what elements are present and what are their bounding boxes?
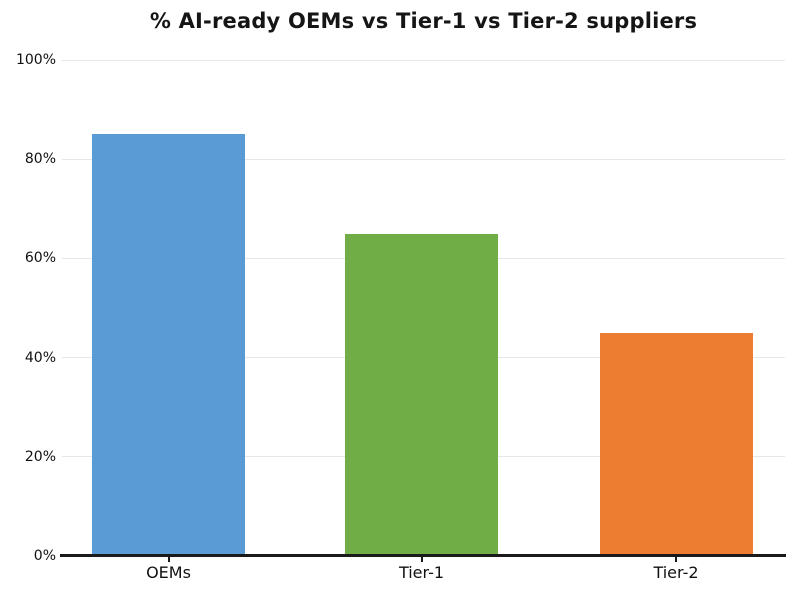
y-tick-label-20: 20%: [24, 448, 56, 465]
bar-tier-2: [599, 332, 753, 556]
x-tick-mark-tier-2: [675, 557, 677, 562]
y-tick-label-0: 0%: [33, 548, 56, 564]
y-tick-label-40: 40%: [24, 349, 56, 366]
y-tick-label-100: 100%: [15, 52, 56, 68]
y-tick-label-60: 60%: [24, 250, 56, 267]
chart-title: % AI-ready OEMs vs Tier-1 vs Tier-2 supp…: [149, 9, 698, 33]
x-tick-label-oems: OEMs: [146, 563, 191, 582]
x-axis-line: [60, 554, 786, 557]
x-tick-mark-tier-1: [420, 557, 423, 562]
y-tick-label-80: 80%: [24, 151, 56, 168]
x-tick-label-tier-2: Tier-2: [653, 563, 699, 582]
bar-oems: [92, 134, 245, 556]
x-tick-mark-oems: [167, 557, 170, 562]
bar-tier-1: [345, 233, 498, 556]
gridline-100: [62, 59, 785, 61]
gridline-80: [62, 158, 785, 160]
x-tick-label-tier-1: Tier-1: [398, 563, 445, 582]
